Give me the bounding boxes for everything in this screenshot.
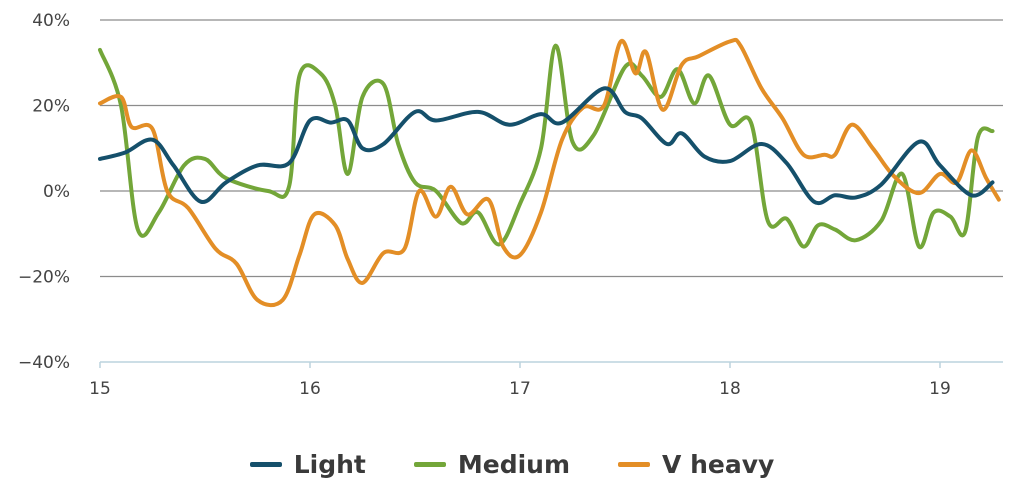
x-tick-label: 16 bbox=[299, 379, 321, 399]
legend-item-light[interactable]: Light bbox=[249, 449, 366, 479]
x-tick-label: 18 bbox=[719, 379, 741, 399]
line-chart: 40% 20% 0% −20% −40% 15 16 17 18 19 bbox=[18, 11, 1003, 399]
y-tick-label: 20% bbox=[32, 97, 70, 117]
legend: Light Medium V heavy bbox=[0, 444, 1024, 484]
legend-swatch-v-heavy bbox=[618, 461, 651, 467]
y-axis: 40% 20% 0% −20% −40% bbox=[18, 11, 70, 373]
legend-label-medium: Medium bbox=[457, 449, 571, 479]
series-line-light bbox=[98, 86, 995, 206]
x-tick-label: 17 bbox=[509, 379, 531, 399]
legend-item-medium[interactable]: Medium bbox=[413, 449, 571, 479]
legend-label-light: Light bbox=[293, 449, 366, 479]
plot-area bbox=[98, 37, 1001, 308]
series-line-medium bbox=[98, 43, 995, 250]
gridlines bbox=[100, 19, 1003, 363]
legend-item-v-heavy[interactable]: V heavy bbox=[618, 450, 774, 479]
y-tick-label: 0% bbox=[43, 182, 70, 202]
y-tick-label: −40% bbox=[18, 353, 70, 373]
y-tick-label: −20% bbox=[18, 268, 70, 288]
x-tick-label: 19 bbox=[929, 379, 951, 399]
series-line-v-heavy bbox=[98, 37, 1001, 308]
legend-label-v-heavy: V heavy bbox=[662, 449, 775, 479]
x-tick-label: 15 bbox=[89, 379, 111, 399]
y-tick-label: 40% bbox=[32, 11, 70, 31]
x-axis: 15 16 17 18 19 bbox=[89, 362, 951, 399]
legend-swatch-light bbox=[249, 461, 282, 467]
legend-swatch-medium bbox=[413, 461, 446, 467]
